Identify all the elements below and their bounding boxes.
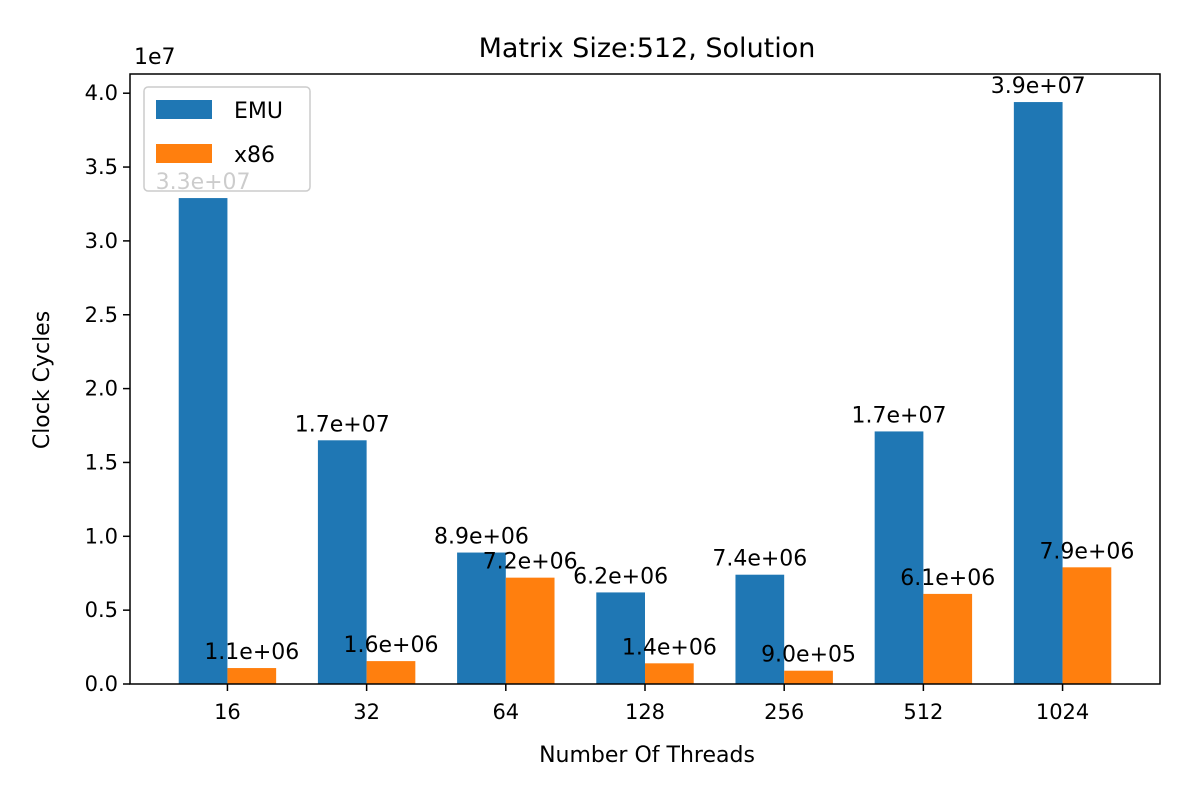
data-label-emu-256: 7.4e+06 bbox=[712, 547, 807, 572]
y-axis-label: Clock Cycles bbox=[30, 311, 55, 449]
y-tick-label-0.0: 0.0 bbox=[85, 672, 118, 696]
x-tick-label-512: 512 bbox=[903, 700, 943, 724]
legend-label-x86: x86 bbox=[234, 143, 275, 168]
legend-swatch-x86 bbox=[156, 144, 212, 163]
x-tick-label-32: 32 bbox=[353, 700, 380, 724]
x-tick-label-64: 64 bbox=[492, 700, 519, 724]
data-label-emu-32: 1.7e+07 bbox=[295, 412, 390, 437]
data-label-x86-128: 1.4e+06 bbox=[622, 635, 717, 660]
x-tick-label-256: 256 bbox=[764, 700, 804, 724]
y-tick-label-4.0: 4.0 bbox=[85, 81, 118, 105]
bar-x86-256 bbox=[784, 670, 833, 684]
y-axis-scale-label: 1e7 bbox=[134, 45, 176, 70]
y-tick-label-3.5: 3.5 bbox=[85, 155, 118, 179]
y-tick-label-3.0: 3.0 bbox=[85, 229, 118, 253]
y-tick-label-1.5: 1.5 bbox=[85, 450, 118, 474]
y-tick-label-0.5: 0.5 bbox=[85, 598, 118, 622]
bar-emu-16 bbox=[178, 198, 228, 684]
y-tick-label-1.0: 1.0 bbox=[85, 524, 118, 548]
bar-emu-128 bbox=[596, 592, 645, 684]
bar-x86-32 bbox=[366, 661, 416, 684]
y-tick-label-2.0: 2.0 bbox=[85, 377, 118, 401]
bar-x86-16 bbox=[227, 668, 277, 684]
bar-x86-128 bbox=[645, 663, 694, 684]
data-label-emu-64: 8.9e+06 bbox=[434, 525, 529, 550]
data-label-emu-128: 6.2e+06 bbox=[573, 564, 668, 589]
bar-emu-64 bbox=[457, 552, 506, 684]
data-label-x86-32: 1.6e+06 bbox=[344, 633, 439, 658]
bar-x86-512 bbox=[923, 593, 973, 684]
bar-x86-1024 bbox=[1062, 567, 1112, 684]
bar-x86-64 bbox=[505, 577, 555, 684]
plot-area: 3.3e+071.7e+078.9e+066.2e+067.4e+061.7e+… bbox=[85, 73, 1161, 724]
x-tick-label-128: 128 bbox=[625, 700, 665, 724]
bar-emu-1024 bbox=[1013, 102, 1063, 685]
x-axis-label: Number Of Threads bbox=[539, 743, 755, 768]
y-tick-label-2.5: 2.5 bbox=[85, 303, 118, 327]
data-label-x86-64: 7.2e+06 bbox=[483, 550, 578, 575]
chart-title: Matrix Size:512, Solution bbox=[479, 33, 816, 64]
data-label-x86-1024: 7.9e+06 bbox=[1039, 539, 1134, 564]
plot-frame bbox=[129, 73, 1161, 685]
bar-emu-32 bbox=[317, 440, 367, 684]
legend: EMU x86 bbox=[143, 86, 311, 192]
bar-emu-256 bbox=[735, 574, 785, 684]
data-label-emu-512: 1.7e+07 bbox=[852, 403, 947, 428]
legend-label-emu: EMU bbox=[234, 99, 283, 124]
x-tick-label-16: 16 bbox=[214, 700, 241, 724]
data-label-emu-1024: 3.9e+07 bbox=[991, 74, 1086, 99]
x-tick-label-1024: 1024 bbox=[1036, 700, 1089, 724]
bar-emu-512 bbox=[874, 431, 924, 684]
data-label-x86-16: 1.1e+06 bbox=[204, 640, 299, 665]
legend-swatch-emu bbox=[156, 100, 212, 119]
data-label-x86-512: 6.1e+06 bbox=[900, 566, 995, 591]
data-label-x86-256: 9.0e+05 bbox=[761, 643, 856, 668]
